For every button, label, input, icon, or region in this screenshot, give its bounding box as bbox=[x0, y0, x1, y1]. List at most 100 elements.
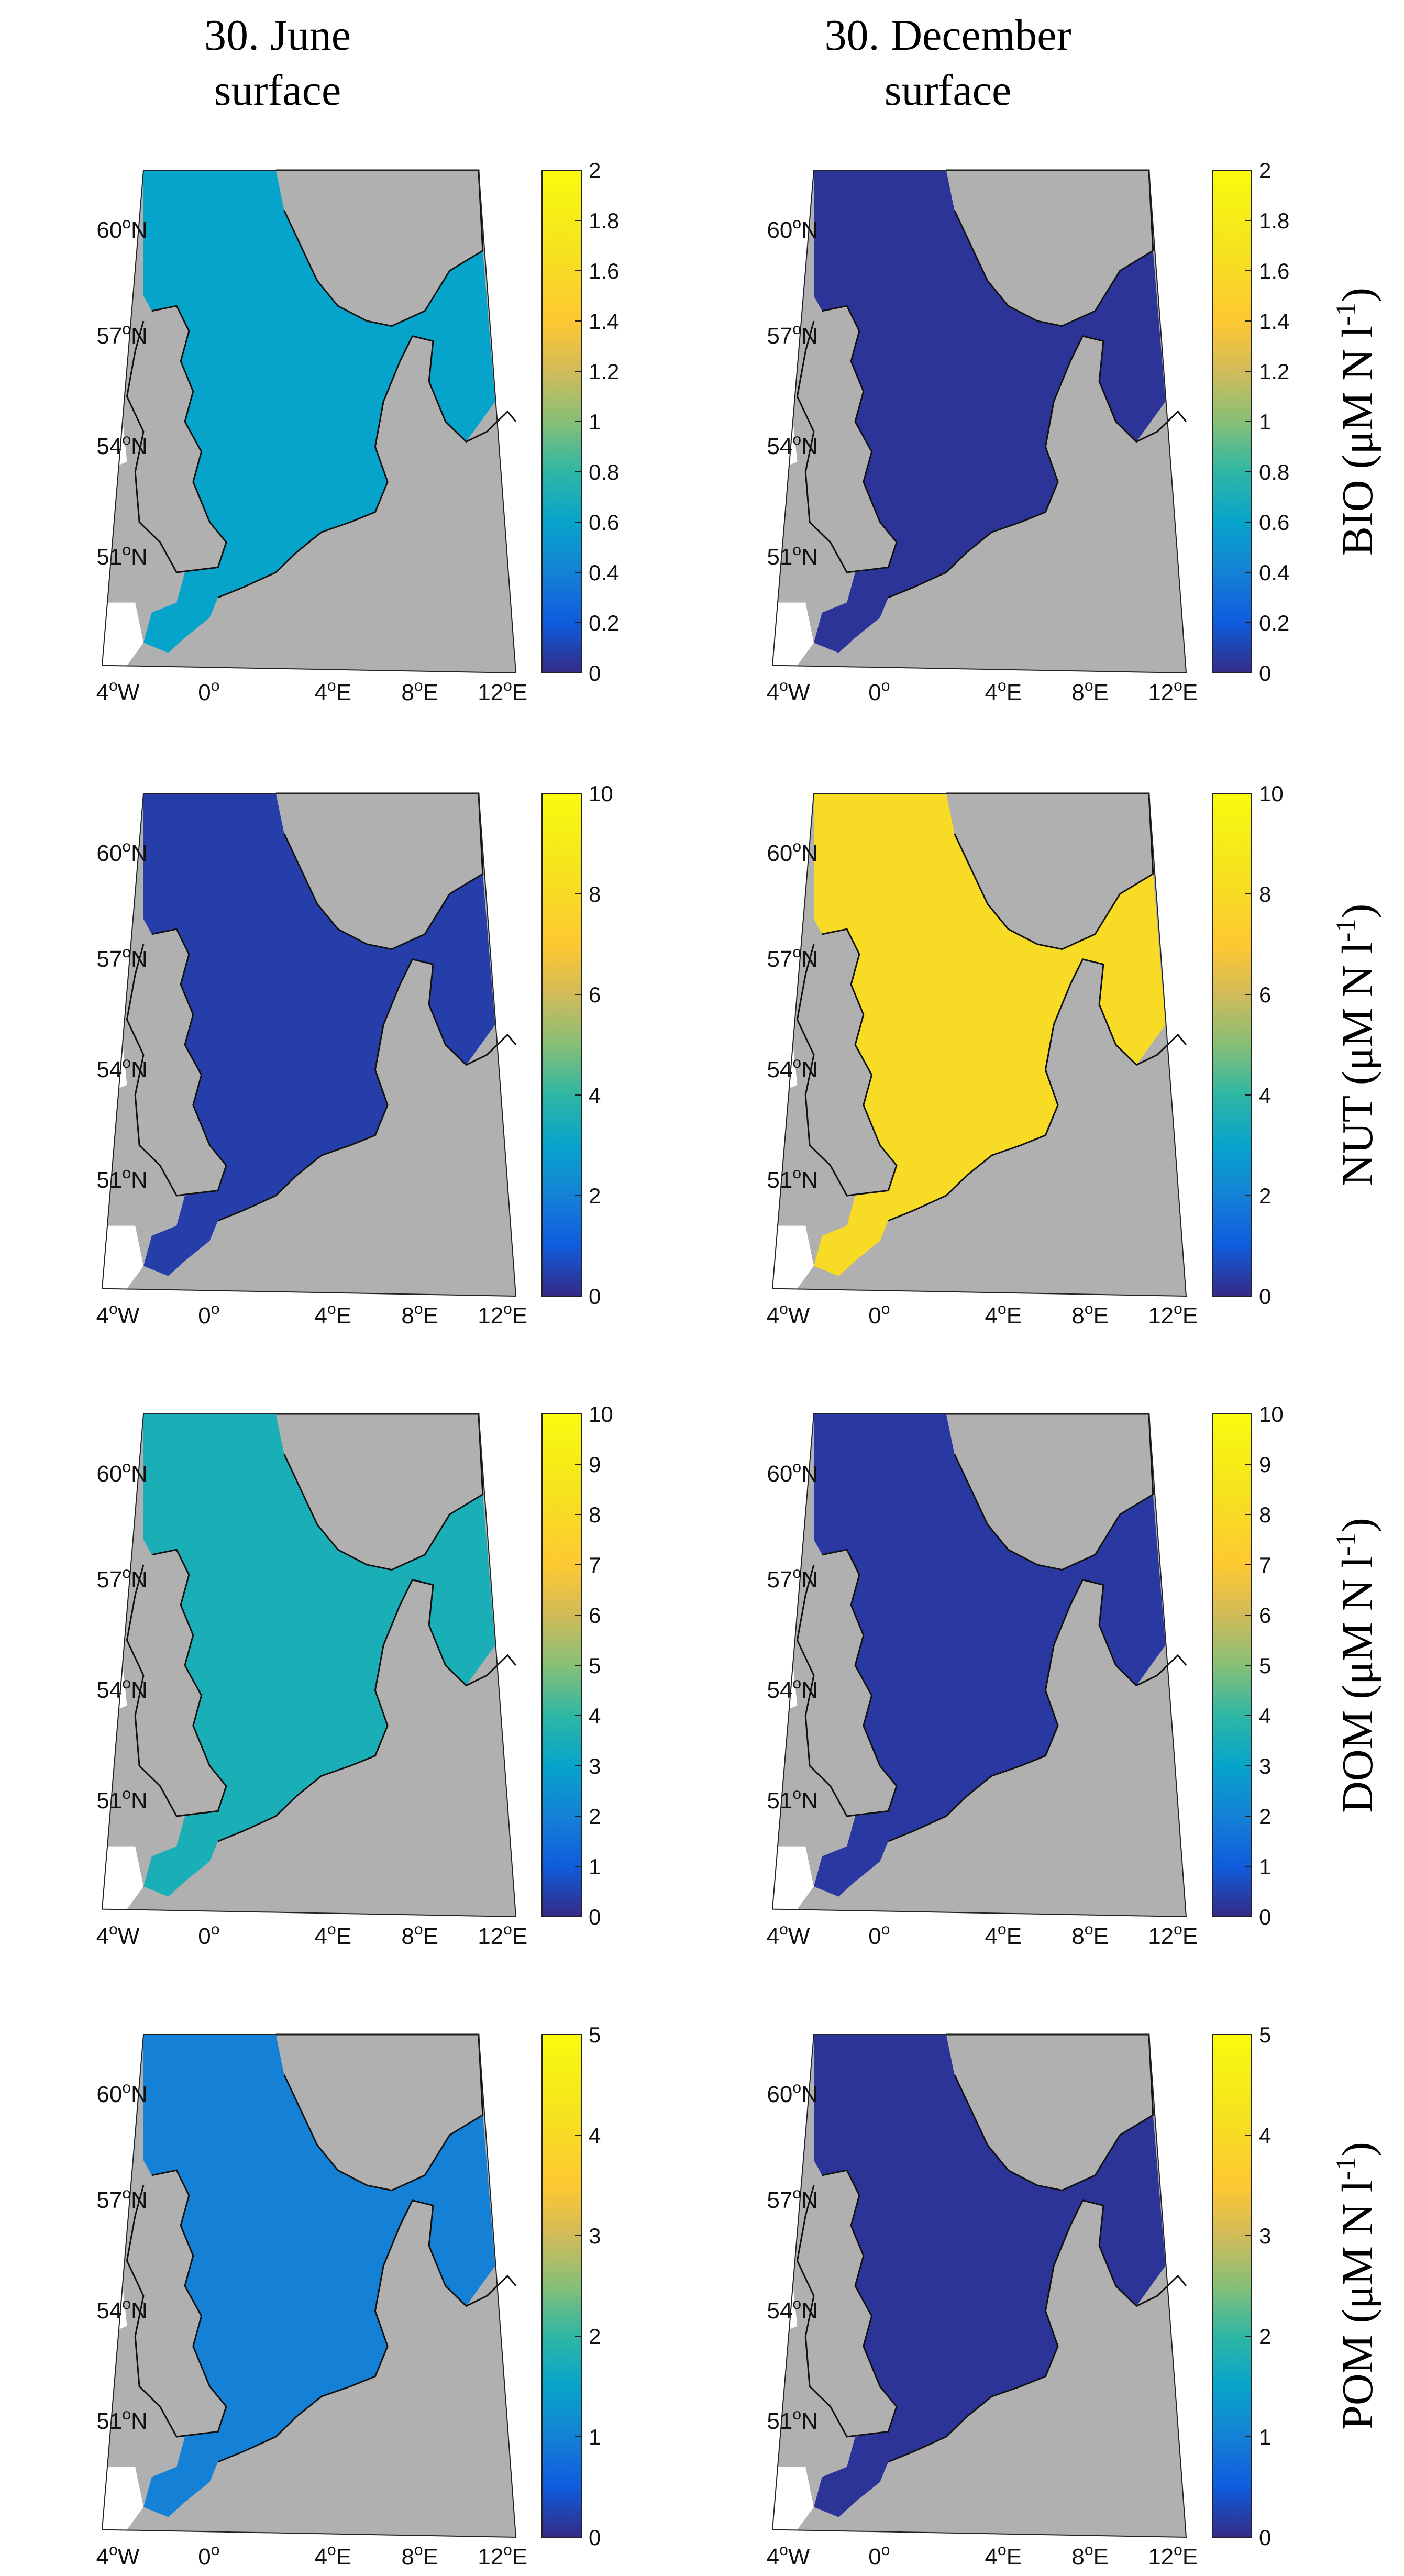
uk-coastline bbox=[126, 1549, 227, 1817]
colorbar-tick-label: 0 bbox=[589, 2525, 601, 2550]
uk-coastline bbox=[796, 1549, 898, 1817]
map-panel-r1-c0: 60oN 57oN 54oN 51oN 4oW 0o 4oE 8oE 12oE bbox=[96, 792, 527, 1329]
colorbar-tick-label: 0 bbox=[1259, 2525, 1271, 2550]
colorbar-tick-label: 1 bbox=[589, 1854, 601, 1879]
continent-coastline bbox=[217, 2199, 517, 2463]
outside-domain-sw bbox=[772, 2467, 814, 2530]
lat-tick-label: 54oN bbox=[96, 2295, 147, 2324]
lat-tick-label: 51oN bbox=[767, 1165, 817, 1193]
colorbar-tick-label: 1 bbox=[589, 2425, 601, 2449]
colorbar-tick-label: 7 bbox=[589, 1553, 601, 1577]
sea-field bbox=[143, 1414, 495, 1897]
continent-coastline bbox=[217, 335, 517, 599]
colorbar-tick-label: 10 bbox=[589, 781, 613, 806]
outside-domain-w bbox=[772, 2286, 798, 2336]
row-label-pom: POM (μM N l-1) bbox=[1330, 2142, 1382, 2430]
colorbar-r1-c1: 0 2 4 6 8 10 bbox=[1212, 781, 1284, 1309]
colorbar-tick-label: 3 bbox=[1259, 1754, 1271, 1778]
colorbar-tick-label: 1.8 bbox=[1259, 208, 1289, 233]
lon-tick-label: 8oE bbox=[401, 2541, 438, 2570]
lat-tick-label: 54oN bbox=[767, 431, 817, 459]
colorbar-tick-label: 3 bbox=[589, 1754, 601, 1778]
lon-tick-label: 4oW bbox=[767, 2541, 810, 2570]
continent-coastline bbox=[888, 1579, 1187, 1842]
map-border bbox=[101, 2034, 517, 2538]
colorbar-gradient bbox=[541, 2034, 582, 2538]
uk-coastline bbox=[796, 2169, 898, 2438]
colorbar-tick-label: 6 bbox=[1259, 1603, 1271, 1628]
column-title-june-line1: 30. June bbox=[204, 11, 351, 60]
colorbar-tick-label: 6 bbox=[1259, 982, 1271, 1007]
lon-tick-label: 8oE bbox=[401, 677, 438, 705]
colorbar-tick-label: 3 bbox=[1259, 2224, 1271, 2248]
lat-tick-label: 57oN bbox=[96, 320, 147, 349]
uk-coastline bbox=[126, 305, 227, 573]
colorbar-tick-label: 8 bbox=[589, 882, 601, 906]
lat-tick-label: 60oN bbox=[96, 2079, 147, 2107]
colorbar-tick-label: 1 bbox=[1259, 410, 1271, 434]
colorbar-tick-label: 8 bbox=[1259, 1502, 1271, 1527]
map-panel-r1-c1: 60oN 57oN 54oN 51oN 4oW 0o 4oE 8oE 12oE bbox=[767, 792, 1198, 1329]
outside-domain-sw bbox=[772, 602, 814, 666]
lon-tick-label: 0o bbox=[198, 1921, 219, 1949]
colorbar-r0-c1: 0 0.2 0.4 0.6 0.8 1 1.2 1.4 1.6 1.8 2 bbox=[1212, 158, 1289, 686]
lat-tick-label: 60oN bbox=[767, 1458, 817, 1487]
outside-domain-w bbox=[772, 422, 798, 472]
lon-tick-label: 4oE bbox=[315, 677, 352, 705]
colorbar-tick-label: 10 bbox=[1259, 781, 1284, 806]
norway-coastline bbox=[275, 792, 484, 950]
lon-tick-label: 12oE bbox=[1148, 2541, 1198, 2570]
lon-tick-label: 4oE bbox=[985, 1921, 1022, 1949]
lat-tick-label: 51oN bbox=[96, 2406, 147, 2434]
lon-tick-label: 12oE bbox=[1148, 1300, 1198, 1329]
colorbar-tick-label: 1 bbox=[1259, 1854, 1271, 1879]
colorbar-gradient bbox=[1212, 793, 1252, 1297]
outside-domain-w bbox=[772, 1665, 798, 1716]
map-panel-r0-c0: 60oN 57oN 54oN 51oN 4oW 0o 4oE 8oE 12oE bbox=[96, 169, 527, 705]
lon-tick-label: 4oE bbox=[985, 677, 1022, 705]
lon-tick-label: 4oE bbox=[315, 1300, 352, 1329]
colorbar-r2-c0: 0 1 2 3 4 5 6 7 8 9 10 bbox=[541, 1402, 613, 1929]
colorbar-tick-label: 4 bbox=[1259, 2123, 1271, 2148]
colorbar-tick-label: 0.2 bbox=[1259, 611, 1289, 635]
colorbar-tick-label: 2 bbox=[589, 158, 601, 183]
norway-coastline bbox=[946, 2033, 1154, 2192]
colorbar-tick-label: 5 bbox=[1259, 1653, 1271, 1678]
map-panel-r3-c0: 60oN 57oN 54oN 51oN 4oW 0o 4oE 8oE 12oE bbox=[96, 2033, 527, 2570]
norway-coastline bbox=[275, 1413, 484, 1571]
lon-tick-label: 0o bbox=[868, 677, 890, 705]
colorbar-tick-label: 1.2 bbox=[589, 359, 619, 384]
map-border bbox=[771, 170, 1187, 674]
uk-coastline bbox=[126, 2169, 227, 2438]
lat-tick-label: 57oN bbox=[96, 944, 147, 972]
continent-coastline bbox=[217, 1579, 517, 1842]
continent-coastline bbox=[888, 958, 1187, 1222]
row-label-dom: DOM (μM N l-1) bbox=[1330, 1518, 1382, 1813]
lat-tick-label: 54oN bbox=[96, 1675, 147, 1703]
lon-tick-label: 12oE bbox=[478, 2541, 527, 2570]
colorbar-gradient bbox=[1212, 1413, 1252, 1917]
colorbar-tick-label: 8 bbox=[589, 1502, 601, 1527]
lon-tick-label: 4oE bbox=[985, 2541, 1022, 2570]
colorbar-tick-label: 1.6 bbox=[589, 259, 619, 283]
lat-tick-label: 60oN bbox=[96, 838, 147, 866]
colorbar-tick-label: 0.6 bbox=[1259, 510, 1289, 535]
lon-tick-label: 0o bbox=[198, 2541, 219, 2570]
map-border bbox=[771, 2034, 1187, 2538]
colorbar-tick-label: 9 bbox=[1259, 1452, 1271, 1477]
lon-tick-label: 12oE bbox=[478, 1921, 527, 1949]
uk-coastline bbox=[126, 928, 227, 1197]
lat-tick-label: 54oN bbox=[767, 1675, 817, 1703]
map-border bbox=[771, 793, 1187, 1297]
lon-tick-label: 0o bbox=[198, 1300, 219, 1329]
colorbar-tick-label: 2 bbox=[589, 1804, 601, 1829]
lon-tick-label: 0o bbox=[868, 1921, 890, 1949]
colorbar-tick-label: 5 bbox=[589, 1653, 601, 1678]
colorbar-r2-c1: 0 1 2 3 4 5 6 7 8 9 10 bbox=[1212, 1402, 1284, 1929]
colorbar-tick-label: 0.4 bbox=[589, 560, 619, 585]
lon-tick-label: 8oE bbox=[1071, 677, 1109, 705]
colorbar-tick-label: 1 bbox=[1259, 2425, 1271, 2449]
colorbar-tick-label: 0.2 bbox=[589, 611, 619, 635]
colorbar-tick-label: 4 bbox=[1259, 1083, 1271, 1108]
